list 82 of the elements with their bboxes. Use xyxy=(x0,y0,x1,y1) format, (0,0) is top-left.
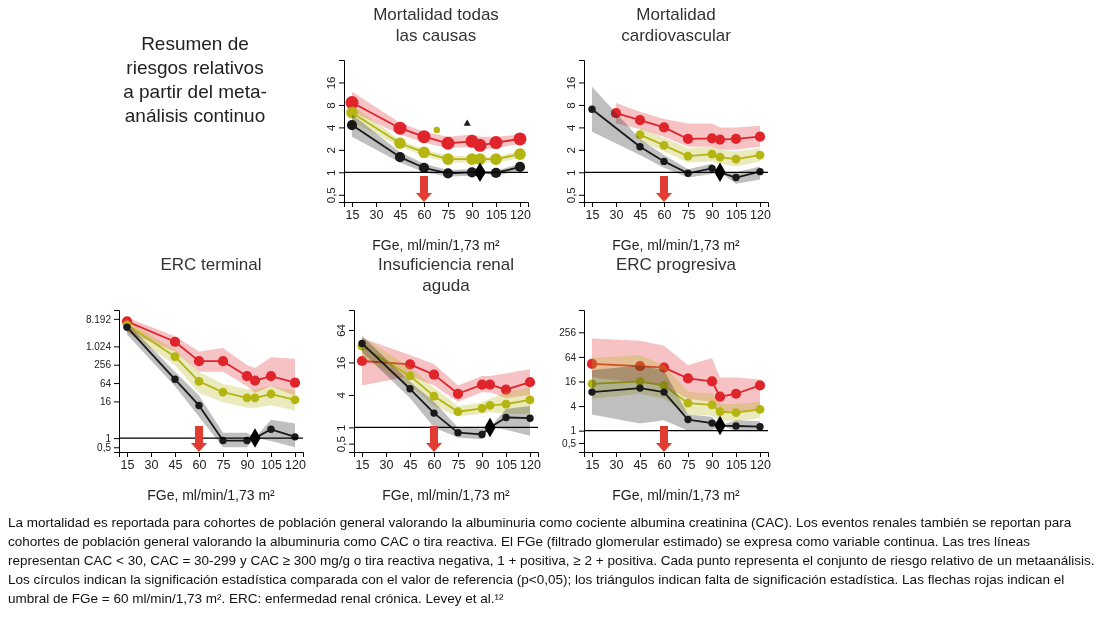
chart-title: ERC progresiva xyxy=(616,255,737,274)
chart-title: Insuficiencia renal aguda xyxy=(377,255,515,295)
x-tick-label: 45 xyxy=(168,457,183,472)
y-tick-label: 8 xyxy=(325,102,337,109)
x-tick-label: 90 xyxy=(240,457,255,472)
chart-title: Mortalidad todas las causas xyxy=(373,5,499,45)
x-tick-label: 105 xyxy=(496,457,517,472)
y-tick-label: 0,5 xyxy=(97,441,112,453)
x-tick-label: 15 xyxy=(355,457,370,472)
text: La mortalidad es reportada para cohortes de población general valorando la albuminuria como cociente albumina creatinina (CAC). Los eventos renales también se reportan para cohortes de población general valorando la albuminuria como CAC o tira reactiva. El FGe (filtrado glomerular estimado) se expresa como variable continua. Las tres líneas representan CAC < 30, CAC = 30-299 y CAC ≥ 300 mg/g o tira reactiva negativa, 1 + positiva, ≥ 2 + positiva. Cada punto representa el conjunto de riesgo relativo de un metaanálisis. Los círculos indican la significación estadística comparada con el valor de referencia (p<0,05); los triángulos indican falta de significación estadística. Las flechas rojas indican el umbral de FGe = 60 ml/min/1,73 m². ERC: enfermedad renal crónica. Levey et al.¹² xyxy=(8,515,1095,606)
x-tick-label: 90 xyxy=(705,457,720,472)
y-tick-label: 4 xyxy=(565,124,577,132)
x-tick-label: 105 xyxy=(261,457,282,472)
y-tick-label: 1 xyxy=(325,169,337,177)
x-tick-label: 90 xyxy=(705,207,720,222)
y-tick-label: 64 xyxy=(99,377,112,389)
y-tick-label: 256 xyxy=(94,359,112,371)
y-tick-label: 16 xyxy=(99,396,112,408)
y-tick-label: 0,5 xyxy=(565,187,577,204)
y-tick-label: 4 xyxy=(570,400,577,412)
x-tick-label: 105 xyxy=(486,207,507,222)
x-axis-title: FGe, ml/min/1,73 m² xyxy=(612,237,741,253)
x-tick-label: 90 xyxy=(465,207,480,222)
x-tick-label: 120 xyxy=(520,457,541,472)
x-axis-title: FGe, ml/min/1,73 m² xyxy=(382,487,511,503)
x-tick-label: 15 xyxy=(345,207,360,222)
y-tick-label: 1 xyxy=(105,432,112,444)
y-tick-label: 0,5 xyxy=(325,187,337,204)
x-tick-label: 105 xyxy=(726,207,747,222)
x-tick-label: 75 xyxy=(681,207,696,222)
x-tick-label: 90 xyxy=(475,457,490,472)
y-tick-label: 16 xyxy=(335,356,347,370)
y-tick-label: 0,5 xyxy=(335,436,347,453)
x-tick-label: 60 xyxy=(657,457,672,472)
x-tick-label: 30 xyxy=(144,457,159,472)
x-axis-title: FGe, ml/min/1,73 m² xyxy=(147,487,276,503)
x-tick-label: 60 xyxy=(417,207,432,222)
x-tick-label: 120 xyxy=(750,207,771,222)
y-tick-label: 8.192 xyxy=(85,313,112,325)
y-tick-label: 2 xyxy=(565,147,577,154)
x-tick-label: 30 xyxy=(609,457,624,472)
x-tick-label: 60 xyxy=(657,207,672,222)
x-tick-label: 120 xyxy=(750,457,771,472)
y-tick-label: 256 xyxy=(559,327,577,338)
x-tick-label: 60 xyxy=(192,457,207,472)
x-axis-title: FGe, ml/min/1,73 m² xyxy=(372,237,501,253)
chart-title: Mortalidad cardiovascular xyxy=(621,5,732,45)
x-tick-label: 30 xyxy=(609,207,624,222)
x-tick-label: 45 xyxy=(393,207,408,222)
y-tick-label: 0,5 xyxy=(562,437,577,449)
x-tick-label: 15 xyxy=(585,457,600,472)
x-tick-label: 60 xyxy=(427,457,442,472)
x-tick-label: 45 xyxy=(633,207,648,222)
x-tick-label: 15 xyxy=(120,457,135,472)
y-tick-label: 1 xyxy=(565,169,577,177)
x-tick-label: 105 xyxy=(726,457,747,472)
y-tick-label: 8 xyxy=(565,102,577,109)
y-tick-label: 64 xyxy=(564,351,577,363)
y-tick-label: 64 xyxy=(335,323,347,337)
y-tick-label: 16 xyxy=(565,76,577,90)
y-tick-label: 1 xyxy=(570,425,577,437)
x-tick-label: 75 xyxy=(451,457,466,472)
x-tick-label: 15 xyxy=(585,207,600,222)
y-tick-label: 4 xyxy=(325,124,337,132)
y-tick-label: 16 xyxy=(325,76,337,90)
x-tick-label: 45 xyxy=(633,457,648,472)
chart-title: ERC terminal xyxy=(160,255,262,274)
y-tick-label: 1 xyxy=(335,424,347,432)
x-tick-label: 30 xyxy=(369,207,384,222)
x-tick-label: 75 xyxy=(441,207,456,222)
x-tick-label: 45 xyxy=(403,457,418,472)
x-tick-label: 30 xyxy=(379,457,394,472)
y-tick-label: 16 xyxy=(564,376,577,388)
y-tick-label: 1.024 xyxy=(85,341,112,353)
x-tick-label: 120 xyxy=(510,207,531,222)
text: Resumen de riesgos relativos a partir del meta-análisis continuo xyxy=(123,33,267,126)
x-tick-label: 75 xyxy=(216,457,231,472)
x-tick-label: 75 xyxy=(681,457,696,472)
y-tick-label: 2 xyxy=(325,147,337,154)
x-tick-label: 120 xyxy=(285,457,306,472)
y-tick-label: 4 xyxy=(335,391,347,399)
x-axis-title: FGe, ml/min/1,73 m² xyxy=(612,487,741,503)
